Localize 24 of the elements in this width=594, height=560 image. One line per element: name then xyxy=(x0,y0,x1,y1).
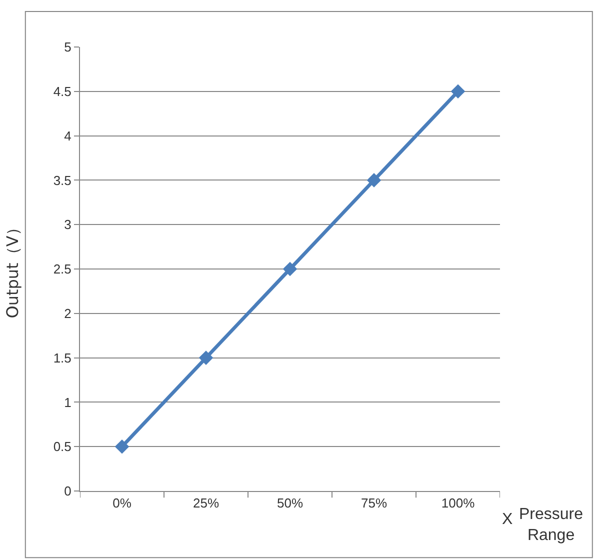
x-axis-title: Pressure Range xyxy=(519,506,584,544)
x-tick-label: 50% xyxy=(276,496,304,511)
y-tick-label: 2 xyxy=(64,306,72,321)
y-tick-label: 4 xyxy=(64,128,72,144)
text: X xyxy=(502,511,513,528)
y-tick-label: 1 xyxy=(64,394,72,410)
y-axis-title: Output（V） xyxy=(3,220,22,318)
y-tick-label: 5 xyxy=(64,40,72,55)
y-tick-label: 2.5 xyxy=(53,262,72,277)
x-tick-label: 75% xyxy=(360,496,388,511)
y-tick-label: 1.5 xyxy=(53,350,72,366)
point xyxy=(198,350,214,365)
x-tick-label: 25% xyxy=(192,496,220,511)
y-tick-label: 0 xyxy=(64,484,72,499)
point xyxy=(114,439,130,454)
point xyxy=(366,173,382,188)
y-tick-label: 4.5 xyxy=(53,84,72,99)
y-tick-label: 0.5 xyxy=(53,439,72,454)
y-tick-label: 3.5 xyxy=(53,172,72,188)
y-tick-label: 3 xyxy=(64,217,72,232)
point xyxy=(282,262,298,276)
x-tick-label: 100% xyxy=(441,496,476,511)
x-tick-label: 0% xyxy=(112,496,132,511)
point xyxy=(450,84,466,99)
